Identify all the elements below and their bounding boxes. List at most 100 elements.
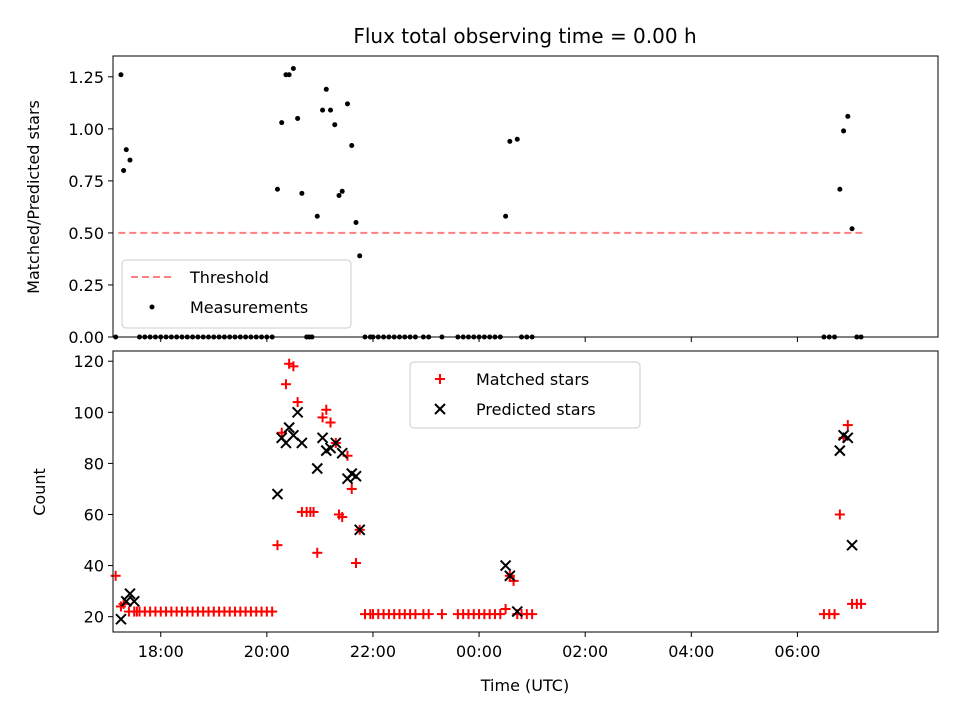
measurements-point: [336, 192, 342, 198]
bottom-x-tick-label: 18:00: [138, 642, 184, 661]
measurements-point: [503, 213, 509, 219]
measurements-legend-swatch: [149, 304, 155, 310]
top-y-tick-label: 1.25: [68, 68, 104, 87]
matched-stars-point: [500, 604, 511, 615]
bottom-x-tick-label: 02:00: [562, 642, 608, 661]
measurements-point: [320, 107, 326, 113]
predicted-legend-swatch: [434, 403, 446, 415]
matched-stars-point: [527, 609, 538, 620]
measurements-point: [127, 157, 133, 163]
measurements-point: [332, 122, 338, 128]
bottom-x-tick-label: 22:00: [350, 642, 396, 661]
bottom-plot-data: [110, 358, 867, 625]
predicted-stars-point: [834, 444, 846, 457]
top-y-tick-label: 0.75: [68, 172, 104, 191]
matched-stars-point: [110, 570, 121, 581]
matched-stars-point: [436, 609, 447, 620]
bottom-plot-frame: [112, 350, 939, 633]
measurements-point: [323, 86, 329, 92]
measurements-legend-label: Measurements: [190, 298, 308, 317]
top-y-axis-label: Matched/Predicted stars: [24, 100, 43, 294]
matched-stars-point: [423, 609, 434, 620]
top-axis-ticks: 0.00 0.25 0.50 0.75 1.00 1.25: [68, 68, 798, 347]
matched-legend-swatch: [435, 374, 445, 384]
top-y-tick-label: 0.00: [68, 328, 104, 347]
bottom-y-tick-label: 40: [84, 557, 104, 576]
top-y-tick-label: 0.50: [68, 224, 104, 243]
ratio-panel: Flux total observing time = 0.00 h 0.000…: [24, 24, 939, 347]
bottom-x-tick-label: 00:00: [456, 642, 502, 661]
measurements-point: [279, 120, 285, 126]
bottom-y-tick-label: 80: [84, 454, 104, 473]
predicted-stars-point: [283, 421, 295, 434]
predicted-stars-point: [842, 432, 854, 444]
measurements-point: [837, 186, 843, 192]
matched-stars-point: [308, 506, 319, 517]
matched-stars-point: [325, 417, 336, 428]
bottom-x-tick-label: 20:00: [244, 642, 290, 661]
measurements-point: [845, 113, 851, 119]
bottom-axis-ticks: 20 40 60 80 100 120 18:00 20:00 22:00 00:00 02:00 0…: [73, 352, 820, 661]
predicted-stars-point: [330, 437, 342, 449]
measurements-point: [507, 138, 513, 144]
measurements-point: [290, 65, 296, 71]
predicted-stars-point: [336, 447, 348, 459]
matched-stars-point: [346, 483, 357, 494]
predicted-stars-point: [124, 587, 136, 600]
x-axis-label: Time (UTC): [480, 676, 569, 695]
top-legend-box: [121, 259, 352, 329]
predicted-stars-point: [316, 432, 329, 444]
measurements-point: [118, 72, 124, 78]
matched-stars-point: [312, 547, 323, 558]
measurements-point: [349, 143, 355, 149]
predicted-stars-point: [271, 488, 284, 500]
matched-stars-point: [267, 606, 278, 617]
bottom-legend-box: [409, 361, 641, 429]
matched-stars-point: [321, 404, 332, 415]
matched-stars-point: [288, 361, 299, 372]
predicted-stars-point: [128, 595, 140, 608]
measurements-point: [328, 107, 334, 113]
matched-stars-point: [292, 397, 303, 408]
predicted-legend-label: Predicted stars: [476, 400, 596, 419]
matched-stars-point: [842, 420, 853, 431]
threshold-legend-label: Threshold: [189, 268, 269, 287]
matched-stars-point: [337, 512, 348, 523]
bottom-y-tick-label: 60: [84, 505, 104, 524]
measurements-point: [295, 115, 301, 121]
matched-stars-point: [856, 598, 867, 609]
matched-legend-label: Matched stars: [476, 370, 589, 389]
measurements-point: [345, 101, 351, 107]
measurements-point: [841, 128, 847, 134]
predicted-stars-point: [350, 470, 362, 482]
chart-title: Flux total observing time = 0.00 h: [353, 24, 696, 48]
measurements-point: [314, 213, 320, 219]
count-panel: 20 40 60 80 100 120 18:00 20:00 22:00 00:00 02:00 0…: [30, 350, 939, 695]
bottom-y-axis-label: Count: [30, 468, 49, 516]
matched-stars-point: [272, 540, 283, 551]
top-legend: Threshold Measurements: [121, 259, 352, 329]
measurements-point: [274, 186, 280, 192]
bottom-x-tick-label: 04:00: [668, 642, 714, 661]
bottom-y-tick-label: 100: [73, 403, 104, 422]
predicted-stars-point: [511, 605, 523, 618]
predicted-stars-point: [115, 613, 127, 625]
predicted-stars-point: [846, 539, 858, 551]
measurements-point: [353, 220, 359, 226]
bottom-legend: Matched stars Predicted stars: [409, 361, 641, 429]
top-y-tick-label: 1.00: [68, 120, 104, 139]
measurements-point: [286, 72, 292, 78]
predicted-stars-point: [504, 570, 516, 582]
measurements-point: [299, 190, 305, 196]
predicted-stars-point: [499, 559, 512, 572]
matched-stars-point: [829, 609, 840, 620]
matched-stars-point: [350, 558, 361, 569]
bottom-x-tick-label: 06:00: [774, 642, 820, 661]
measurements-point: [514, 136, 520, 142]
predicted-stars-point: [353, 524, 366, 536]
bottom-y-tick-label: 20: [84, 608, 104, 627]
predicted-stars-point: [296, 437, 308, 449]
measurements-point: [339, 188, 345, 194]
top-y-tick-label: 0.25: [68, 276, 104, 295]
